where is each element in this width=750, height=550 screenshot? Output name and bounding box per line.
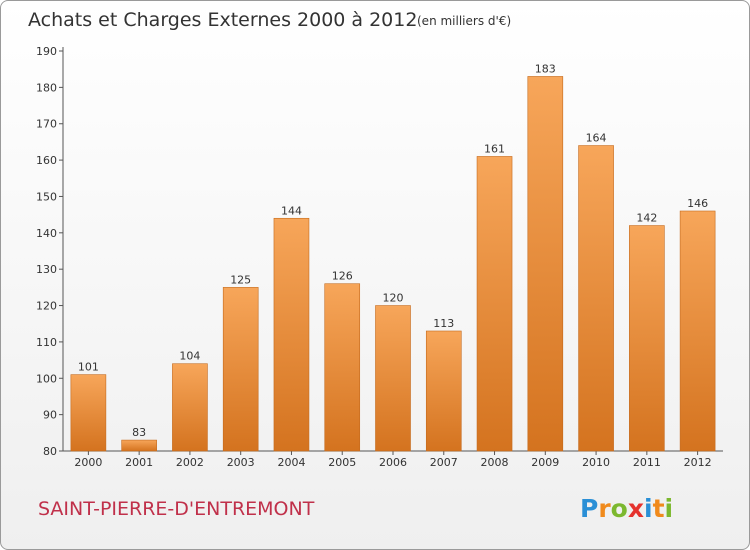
bar — [425, 330, 462, 452]
bar-value-label: 125 — [230, 273, 251, 286]
y-tick-label: 100 — [36, 372, 57, 385]
x-tick-label: 2011 — [633, 456, 661, 469]
x-tick-label: 2004 — [277, 456, 305, 469]
bar — [527, 76, 564, 452]
x-tick-label: 2006 — [379, 456, 407, 469]
bar-value-label: 104 — [179, 350, 200, 363]
proxiti-logo-text: Proxiti — [580, 494, 673, 523]
x-tick-label: 2009 — [531, 456, 559, 469]
bar — [222, 287, 259, 452]
bar-value-label: 113 — [433, 317, 454, 330]
bar — [121, 439, 157, 452]
bar-value-label: 164 — [586, 132, 607, 145]
bar-value-label: 161 — [484, 142, 505, 155]
y-tick-label: 190 — [36, 45, 57, 58]
y-tick-label: 140 — [36, 227, 57, 240]
y-tick-label: 80 — [43, 445, 57, 458]
x-tick-label: 2001 — [125, 456, 153, 469]
bars: 101 83 104 125 144 126 120 113 161 183 164 142 146 — [70, 62, 716, 452]
commune-name: SAINT-PIERRE-D'ENTREMONT — [38, 498, 315, 520]
bar — [172, 363, 208, 452]
x-tick-label: 2005 — [328, 456, 356, 469]
bar — [324, 283, 361, 452]
x-tick-label: 2008 — [481, 456, 509, 469]
x-tick-label: 2000 — [74, 456, 102, 469]
axes: 80 90 100 110 120 130 140 150 160 170 180 190 2000 20… — [36, 45, 723, 469]
y-tick-label: 120 — [36, 300, 57, 313]
bar-value-label: 120 — [383, 292, 404, 305]
bar — [679, 210, 716, 452]
chart-title: Achats et Charges Externes 2000 à 2012 — [28, 9, 417, 31]
bar — [70, 374, 107, 452]
y-tick-label: 130 — [36, 263, 57, 276]
bar — [476, 156, 513, 452]
bar — [375, 305, 411, 452]
bar — [578, 145, 614, 452]
bar-value-label: 126 — [332, 270, 353, 283]
bar-value-label: 144 — [281, 204, 302, 217]
bar-value-label: 101 — [78, 361, 99, 374]
y-tick-label: 110 — [36, 336, 57, 349]
x-tick-label: 2002 — [176, 456, 204, 469]
bar-value-label: 146 — [687, 197, 708, 210]
bar — [273, 217, 310, 452]
bar-value-label: 142 — [636, 212, 657, 225]
y-tick-label: 150 — [36, 190, 57, 203]
bar-value-label: 83 — [132, 426, 146, 439]
x-tick-label: 2010 — [582, 456, 610, 469]
chart-subtitle: (en milliers d'€) — [417, 14, 511, 28]
proxiti-logo: Proxiti — [580, 494, 673, 523]
x-tick-label: 2003 — [227, 456, 255, 469]
bar — [629, 225, 665, 452]
y-tick-label: 180 — [36, 81, 57, 94]
bar-value-label: 183 — [535, 62, 556, 75]
x-tick-label: 2012 — [684, 456, 712, 469]
x-tick-label: 2007 — [430, 456, 458, 469]
y-tick-label: 170 — [36, 118, 57, 131]
y-tick-label: 90 — [43, 409, 57, 422]
y-tick-label: 160 — [36, 154, 57, 167]
